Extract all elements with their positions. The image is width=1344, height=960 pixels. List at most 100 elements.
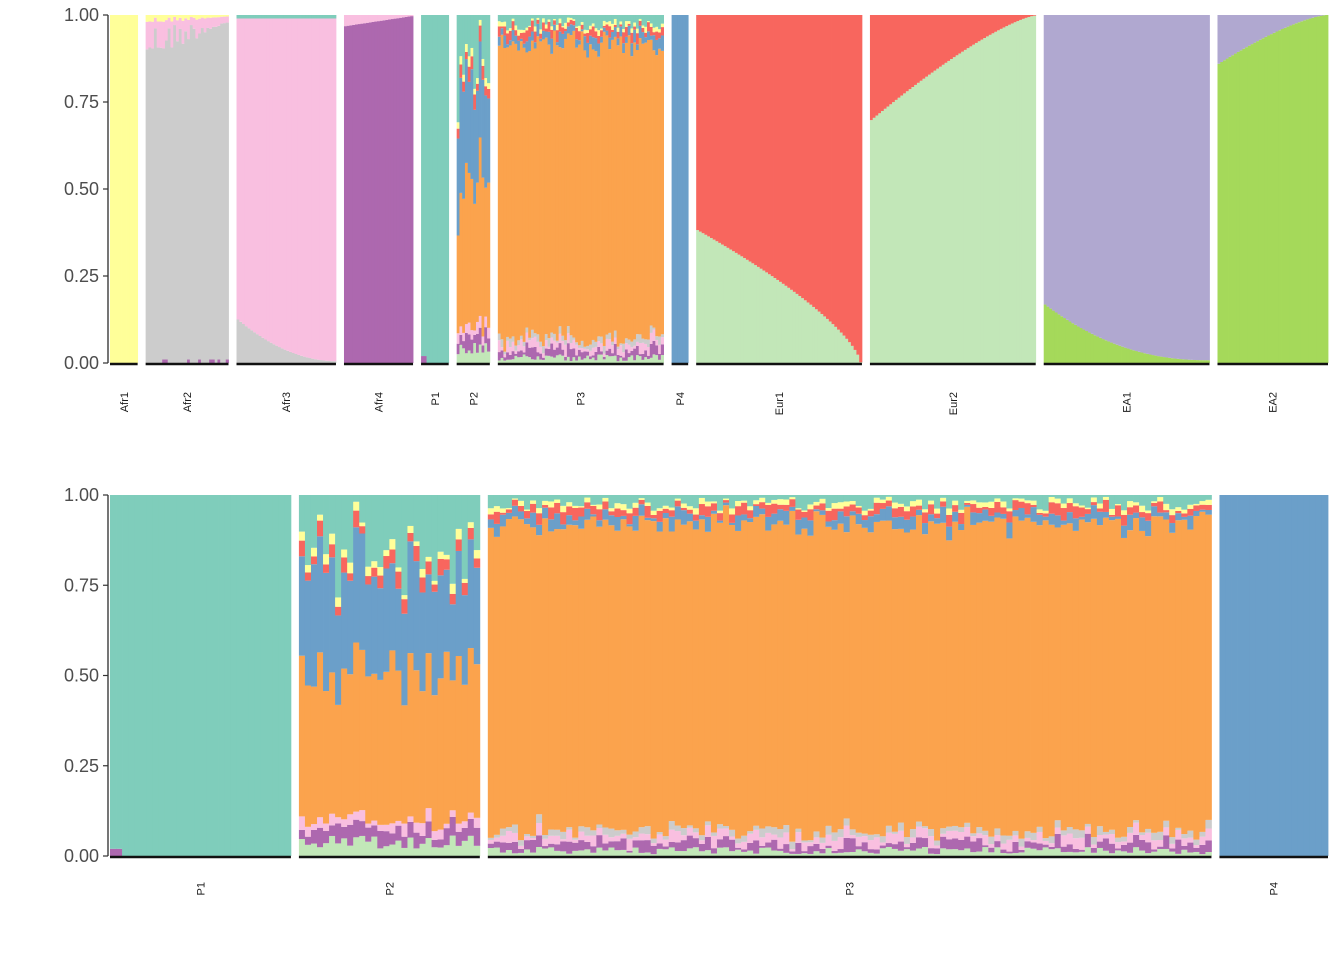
admixture-bar-segment bbox=[261, 337, 265, 363]
admixture-bar-segment bbox=[443, 651, 451, 824]
group-label: P4 bbox=[675, 392, 687, 405]
admixture-bar-segment bbox=[1157, 840, 1164, 847]
admixture-bar-segment bbox=[1199, 511, 1206, 832]
admixture-bar-segment bbox=[347, 845, 354, 856]
admixture-bar-segment bbox=[481, 345, 485, 353]
admixture-bar-segment bbox=[704, 501, 712, 507]
admixture-bar-segment bbox=[455, 831, 463, 846]
admixture-bar-segment bbox=[431, 839, 439, 848]
admixture-bar-segment bbox=[909, 501, 917, 507]
admixture-bar-segment bbox=[506, 15, 510, 31]
admixture-bar-segment bbox=[459, 77, 463, 193]
admixture-bar-segment bbox=[528, 337, 532, 341]
admixture-bar-segment bbox=[602, 25, 606, 28]
admixture-bar-segment bbox=[564, 344, 568, 357]
admixture-bar-segment bbox=[656, 508, 664, 511]
admixture-bar-segment bbox=[272, 18, 276, 345]
admixture-bar-segment bbox=[158, 495, 165, 856]
admixture-bar-segment bbox=[1145, 495, 1152, 511]
admixture-bar-segment bbox=[656, 843, 664, 849]
admixture-bar-segment bbox=[1030, 495, 1037, 501]
admixture-bar-segment bbox=[487, 83, 491, 89]
admixture-bar-segment bbox=[831, 503, 838, 509]
admixture-bar-segment bbox=[162, 21, 166, 49]
admixture-bar-segment bbox=[850, 345, 855, 363]
admixture-bar-segment bbox=[1133, 495, 1140, 503]
admixture-bar-segment bbox=[813, 495, 820, 502]
admixture-bar-segment bbox=[366, 22, 370, 364]
admixture-bar-segment bbox=[982, 506, 989, 510]
group-eur2: Eur2 bbox=[869, 15, 1037, 415]
admixture-bar-segment bbox=[209, 15, 213, 18]
admixture-bar-segment bbox=[596, 847, 603, 856]
admixture-bar-segment bbox=[1223, 15, 1227, 61]
admixture-bar-segment bbox=[611, 39, 615, 342]
admixture-bar-segment bbox=[575, 355, 579, 361]
admixture-bar-segment bbox=[425, 821, 432, 839]
admixture-bar-segment bbox=[734, 15, 739, 253]
admixture-bar-segment bbox=[652, 27, 656, 33]
admixture-bar-segment bbox=[789, 853, 796, 856]
admixture-bar-segment bbox=[389, 833, 396, 845]
admixture-bar-segment bbox=[1165, 15, 1169, 358]
admixture-bar-segment bbox=[1012, 500, 1019, 511]
admixture-bar-segment bbox=[503, 351, 507, 355]
admixture-bar-segment bbox=[1151, 501, 1158, 503]
admixture-bar-segment bbox=[596, 526, 603, 825]
admixture-bar-segment bbox=[449, 816, 457, 836]
admixture-bar-segment bbox=[704, 821, 712, 826]
admixture-bar-segment bbox=[662, 505, 670, 509]
admixture-bar-segment bbox=[558, 15, 562, 19]
admixture-bar-segment bbox=[952, 495, 959, 501]
admixture-bar-segment bbox=[577, 345, 582, 348]
admixture-bar-segment bbox=[591, 15, 595, 24]
admixture-bar-segment bbox=[849, 495, 857, 502]
admixture-bar-segment bbox=[319, 360, 323, 363]
admixture-bar-segment bbox=[716, 513, 724, 521]
admixture-bar-segment bbox=[170, 47, 174, 364]
admixture-bar-segment bbox=[217, 359, 221, 363]
admixture-bar-segment bbox=[635, 355, 640, 363]
admixture-bar-segment bbox=[991, 15, 995, 34]
admixture-bar-segment bbox=[258, 18, 262, 336]
admixture-bar-segment bbox=[359, 526, 366, 534]
admixture-bar-segment bbox=[897, 822, 905, 831]
admixture-bar-segment bbox=[1066, 512, 1074, 524]
admixture-bar-segment bbox=[1195, 360, 1199, 363]
admixture-bar-segment bbox=[692, 529, 700, 829]
admixture-bar-segment bbox=[129, 15, 133, 363]
admixture-bar-segment bbox=[814, 15, 819, 310]
admixture-bar-segment bbox=[359, 533, 366, 650]
admixture-bar-segment bbox=[371, 836, 378, 856]
admixture-bar-segment bbox=[561, 349, 565, 356]
admixture-bar-segment bbox=[608, 515, 615, 526]
admixture-bar-segment bbox=[528, 15, 532, 26]
admixture-bar-segment bbox=[600, 15, 604, 29]
admixture-bar-segment bbox=[704, 506, 712, 517]
admixture-bar-segment bbox=[652, 15, 656, 28]
admixture-bar-segment bbox=[1311, 15, 1315, 18]
admixture-bar-segment bbox=[1300, 21, 1304, 363]
admixture-bar-segment bbox=[658, 336, 662, 345]
admixture-bar-segment bbox=[407, 816, 414, 822]
admixture-bar-segment bbox=[765, 15, 769, 273]
admixture-bar-segment bbox=[1148, 354, 1152, 363]
admixture-bar-segment bbox=[820, 15, 824, 314]
admixture-bar-segment bbox=[891, 844, 899, 849]
admixture-bar-segment bbox=[1027, 15, 1031, 17]
admixture-bar-segment bbox=[187, 39, 191, 360]
admixture-bar-segment bbox=[530, 852, 537, 856]
admixture-bar-segment bbox=[692, 828, 700, 833]
admixture-bar-segment bbox=[239, 15, 243, 19]
admixture-bar-segment bbox=[359, 649, 366, 811]
admixture-bar-segment bbox=[1187, 830, 1194, 838]
admixture-bar-segment bbox=[783, 825, 790, 833]
admixture-bar-segment bbox=[346, 15, 350, 26]
admixture-bar-segment bbox=[1140, 352, 1144, 363]
admixture-bar-segment bbox=[206, 15, 210, 18]
admixture-bar-segment bbox=[897, 516, 905, 529]
admixture-bar-segment bbox=[359, 810, 366, 822]
admixture-bar-segment bbox=[554, 829, 561, 836]
admixture-bar-segment bbox=[1021, 15, 1026, 19]
admixture-bar-segment bbox=[377, 575, 384, 589]
